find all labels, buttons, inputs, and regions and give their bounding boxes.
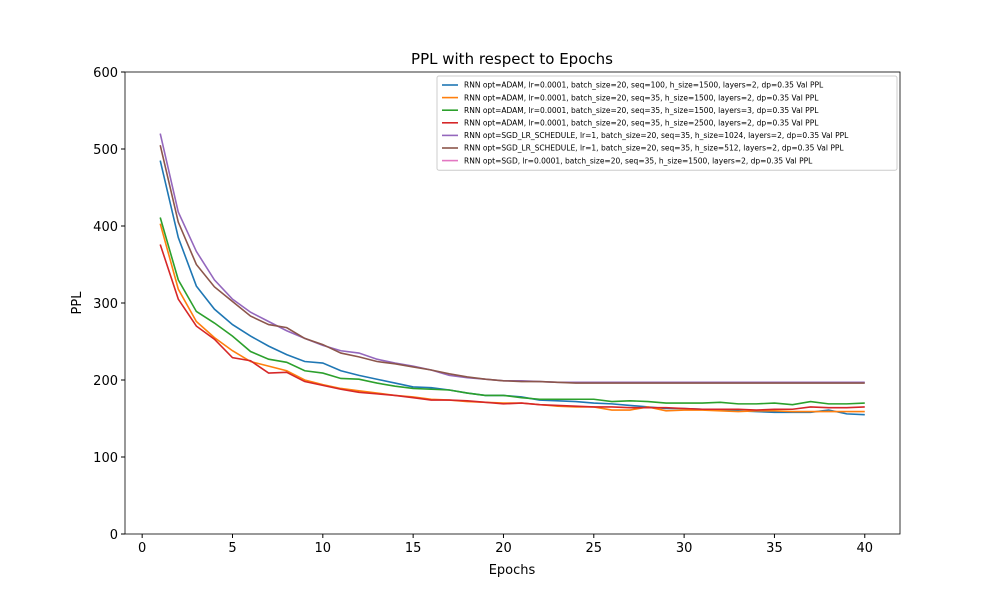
plot-frame: [124, 71, 901, 535]
legend: RNN opt=ADAM, lr=0.0001, batch_size=20, …: [436, 75, 898, 171]
x-tick-label: 5: [228, 541, 236, 556]
legend-label: RNN opt=SGD, lr=0.0001, batch_size=20, s…: [464, 156, 813, 165]
legend-label: RNN opt=ADAM, lr=0.0001, batch_size=20, …: [464, 106, 819, 115]
plot-lines: [159, 133, 865, 416]
y-tick-label: 500: [93, 143, 118, 158]
legend-label: RNN opt=ADAM, lr=0.0001, batch_size=20, …: [464, 93, 819, 102]
legend-label: RNN opt=ADAM, lr=0.0001, batch_size=20, …: [464, 119, 819, 128]
legend-label: RNN opt=ADAM, lr=0.0001, batch_size=20, …: [464, 81, 824, 90]
legend-box: [436, 75, 898, 171]
x-tick-label: 30: [676, 541, 693, 556]
y-tick-label: 600: [93, 66, 118, 81]
legend-label: RNN opt=SGD_LR_SCHEDULE, lr=1, batch_siz…: [464, 131, 849, 140]
y-tick-label: 200: [93, 374, 118, 389]
x-tick-label: 40: [856, 541, 873, 556]
series-line: [159, 244, 865, 411]
chart-title: PPL with respect to Epochs: [411, 50, 613, 68]
x-tick-label: 15: [405, 541, 422, 556]
x-tick-label: 25: [586, 541, 603, 556]
y-tick-label: 100: [93, 451, 118, 466]
y-tick-label: 300: [93, 297, 118, 312]
series-line: [159, 160, 865, 416]
x-axis-label: Epochs: [489, 563, 536, 578]
series-line: [159, 217, 865, 406]
x-tick-label: 10: [315, 541, 332, 556]
series-line: [159, 144, 865, 384]
y-axis-label: PPL: [70, 291, 85, 315]
x-tick-label: 20: [495, 541, 512, 556]
y-tick-label: 400: [93, 220, 118, 235]
x-tick-label: 35: [766, 541, 783, 556]
y-tick-label: 0: [110, 528, 118, 543]
legend-label: RNN opt=SGD_LR_SCHEDULE, lr=1, batch_siz…: [464, 144, 844, 153]
x-tick-label: 0: [138, 541, 146, 556]
